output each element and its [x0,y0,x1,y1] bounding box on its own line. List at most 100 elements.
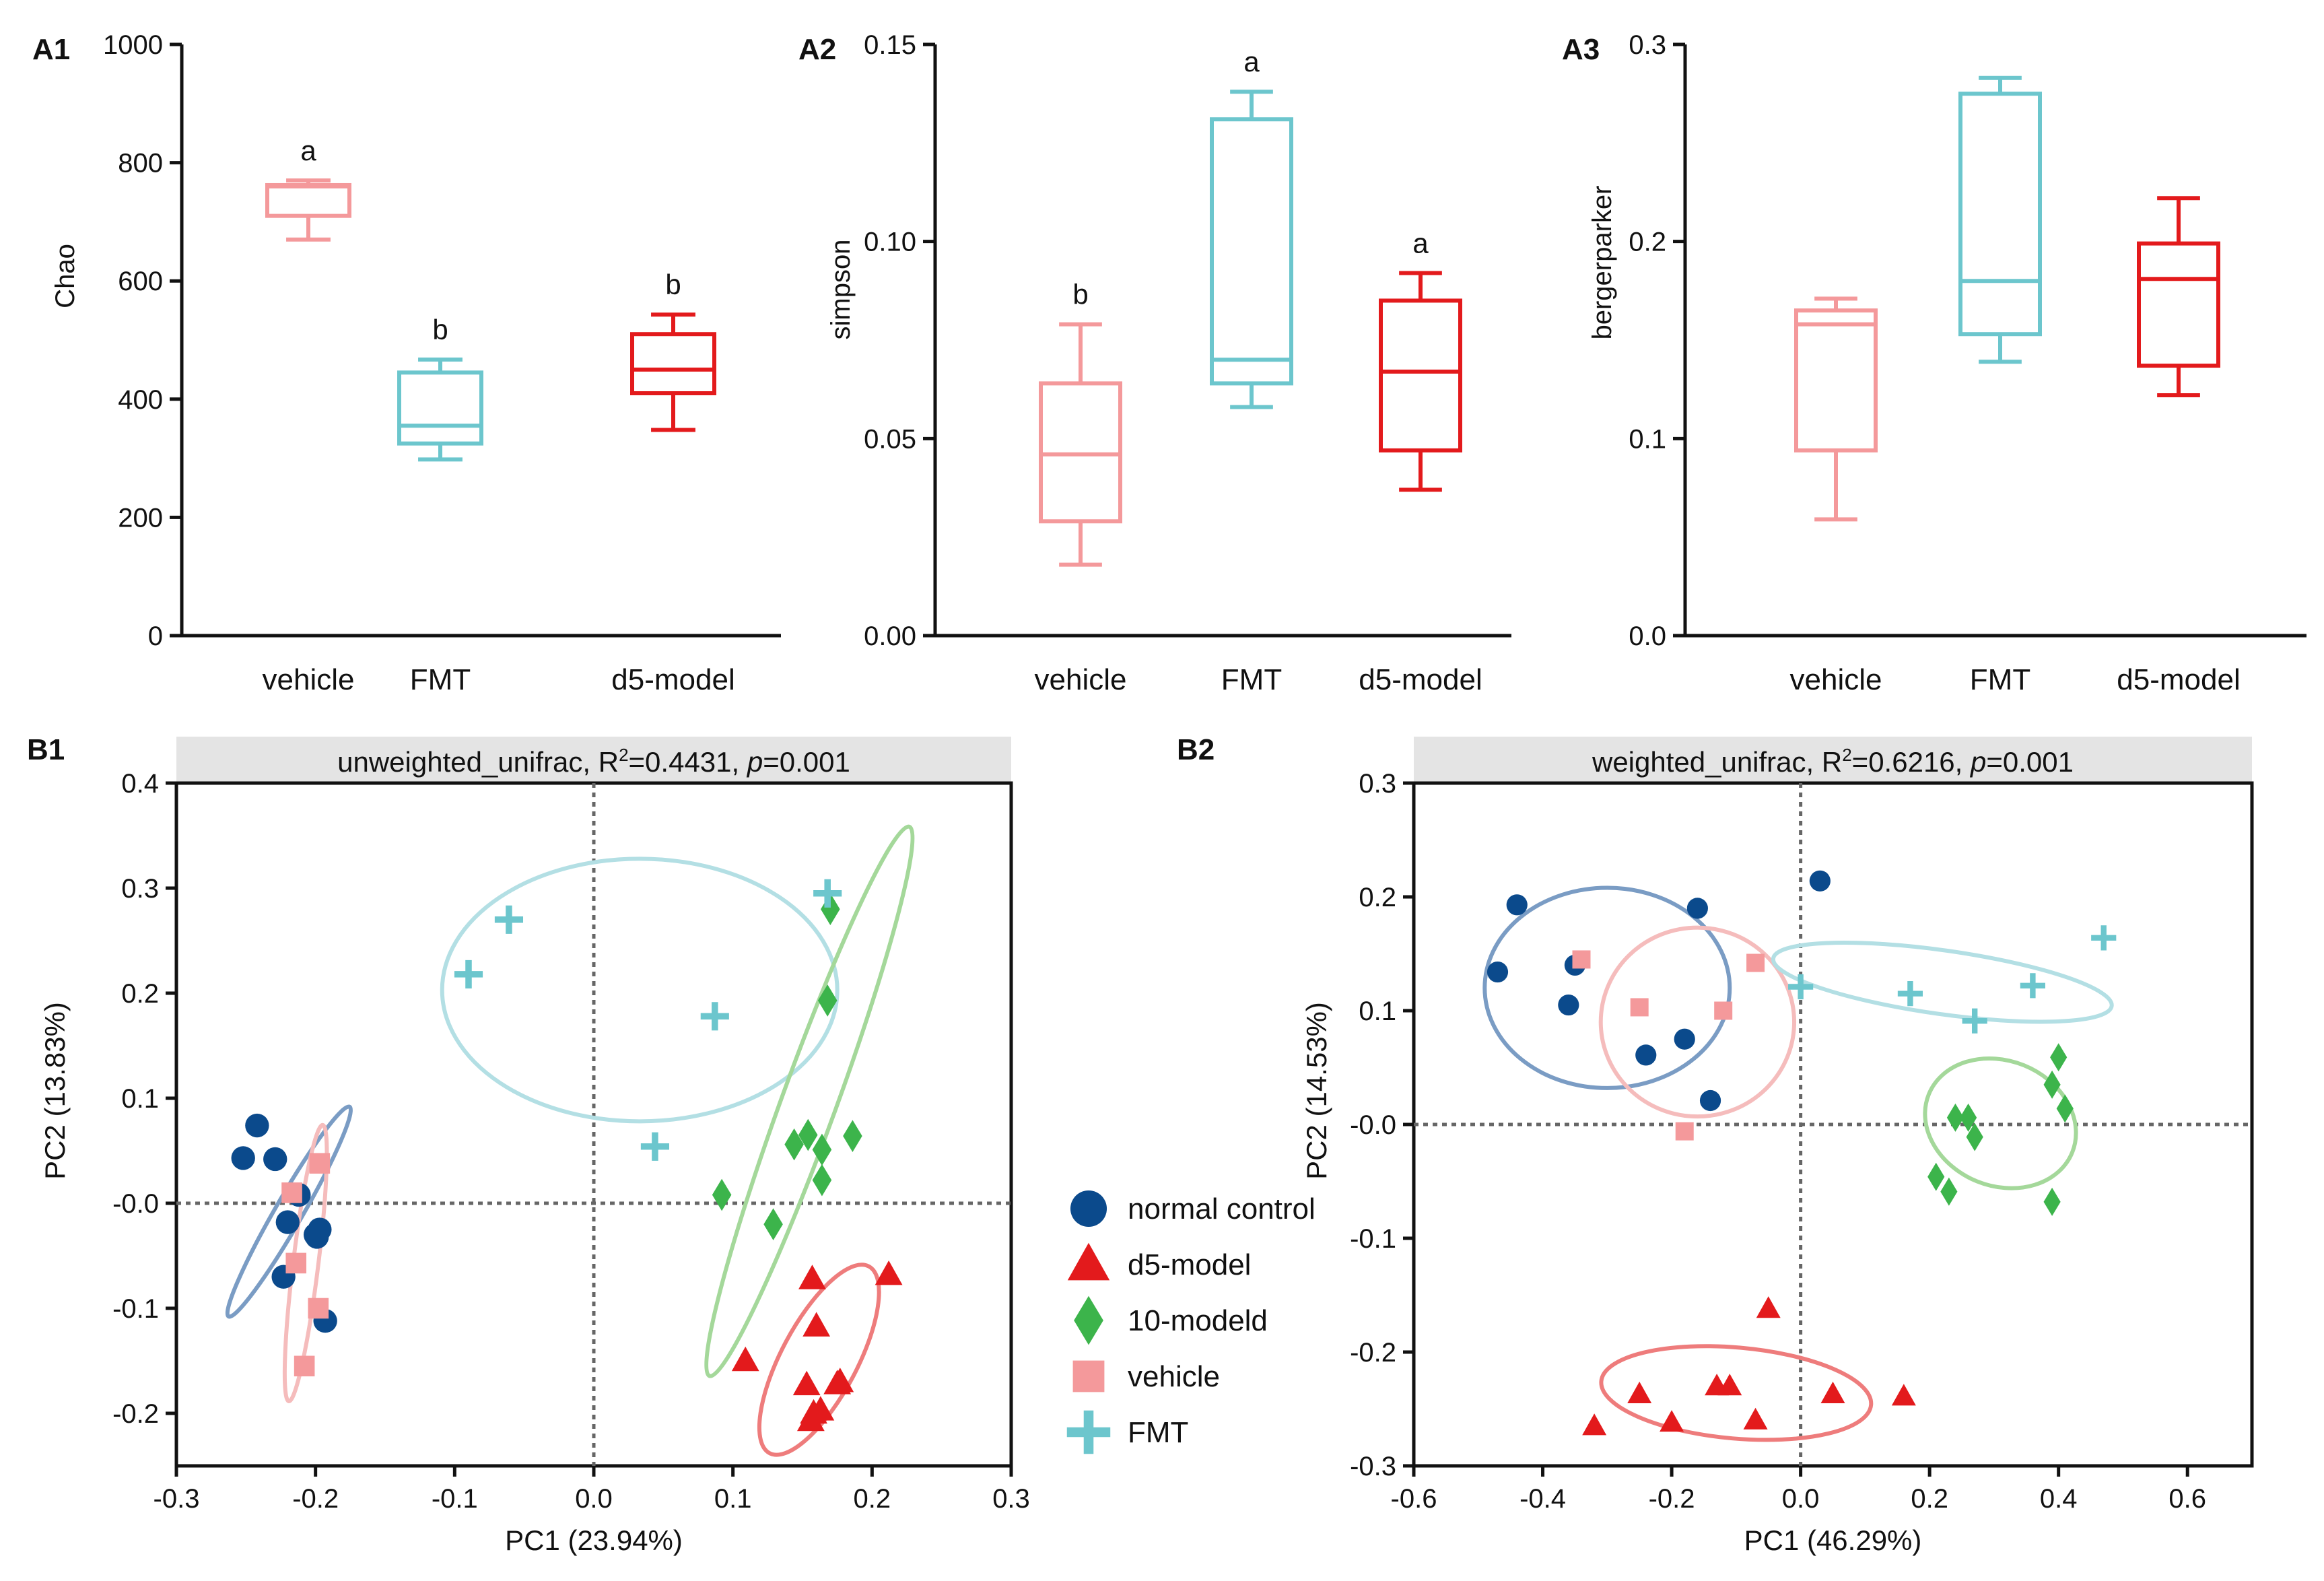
box-vehicle [1039,322,1122,567]
x-tick-label: 0.1 [714,1484,752,1514]
confidence-ellipse-d5-model [757,1263,881,1457]
point-d5-model [1756,1296,1781,1318]
panel-label: B2 [1177,733,1215,766]
box-FMT [1958,75,2042,364]
x-tick-label: FMT [1221,663,1282,696]
x-tick-label: FMT [1970,663,2030,696]
box-iqr [1958,92,2042,337]
point-10-modeld [2043,1187,2061,1216]
point-vehicle [309,1153,331,1174]
y-tick-label: 0.3 [121,874,159,904]
x-tick-label: d5-model [611,663,734,696]
facet-title-part: p [1969,746,1986,778]
confidence-ellipse-d5-model [1599,1344,1874,1442]
x-tick-label: d5-model [1359,663,1482,696]
y-tick-label: -0.0 [112,1189,159,1219]
legend-label: d5-model [1128,1248,1251,1281]
point-vehicle [1714,1001,1733,1020]
y-tick-label: 0.00 [864,621,916,651]
x-tick-label: FMT [410,663,471,696]
panel-a3-box-plot: 0.0 0.1 0.2 0.3 vehicle FMT d5-model A3 bergerpa… [1562,30,2306,696]
point-d5-model [1891,1384,1916,1406]
legend-label: FMT [1128,1416,1188,1449]
point-normal-control [1558,994,1579,1016]
y-tick-label: 0.2 [121,979,159,1009]
confidence-ellipse-vehicle [1598,925,1797,1119]
point-d5-model [797,1406,825,1432]
point-vehicle [1746,953,1765,972]
y-tick-label: -0.1 [112,1294,159,1324]
legend-marker-10-modeld [1074,1296,1103,1345]
facet-title-part: p [746,746,763,778]
panel-b1-pcoa-scatter: unweighted_unifrac, R2=0.4431, p=0.001 -0… [27,733,1030,1556]
point-normal-control [231,1146,255,1170]
y-tick-label: 0.1 [121,1084,159,1114]
point-10-modeld [2043,1070,2061,1099]
y-tick-label: 0.1 [1629,424,1666,454]
legend: normal control d5-model 10-modeld vehicle FM… [1066,1190,1315,1454]
point-d5-model [826,1368,854,1392]
y-tick-label: 0.3 [1629,30,1666,60]
x-tick-label: 0.2 [854,1484,891,1514]
y-tick-label: 400 [118,385,163,415]
x-tick-label: 0.0 [1782,1484,1820,1514]
facet-strip [176,737,1011,783]
y-tick-label: 0.05 [864,424,916,454]
point-10-modeld [2050,1043,2067,1072]
point-10-modeld [1940,1177,1958,1206]
panel-label: A3 [1562,33,1600,66]
confidence-ellipse-10-modeld [704,824,915,1378]
point-10-modeld [712,1178,732,1211]
facet-title-part: 2 [1842,745,1851,765]
facet-title-part: =0.001 [763,746,850,778]
point-vehicle [281,1182,302,1203]
facet-title-part: 2 [619,745,628,765]
point-normal-control [263,1147,287,1172]
point-10-modeld [812,1164,832,1197]
point-vehicle [1675,1122,1694,1141]
point-10-modeld [1927,1162,1945,1191]
x-tick-label: vehicle [1790,663,1882,696]
y-tick-label: -0.2 [112,1399,159,1429]
point-10-modeld [798,1118,818,1151]
x-tick-label: -0.2 [292,1484,339,1514]
point-normal-control [245,1113,269,1138]
y-tick-label: 0.0 [1629,621,1666,651]
y-tick-label: 0.15 [864,30,916,60]
y-tick-label: 800 [118,149,163,178]
box-d5-model [630,312,716,432]
point-d5-model [792,1370,821,1396]
panel-a2-box-plot: 0.00 0.05 0.10 0.15 vehicle FMT d5-model A2 simp… [798,30,1511,696]
panel-b2-pcoa-scatter: weighted_unifrac, R2=0.6216, p=0.001 -0.6… [1177,733,2254,1556]
facet-title-part: unweighted_unifrac, R [337,746,619,778]
x-tick-label: d5-model [2117,663,2240,696]
y-tick-label: -0.2 [1350,1338,1396,1368]
y-axis-title: PC2 (13.83%) [39,1002,71,1180]
point-10-modeld [1960,1103,1977,1132]
y-tick-label: 0.4 [121,769,159,799]
point-vehicle [308,1298,329,1319]
point-d5-model [1627,1381,1652,1404]
box-iqr [265,182,351,218]
confidence-ellipse-FMT [440,856,840,1124]
y-axis-title: simpson [826,240,856,340]
legend-marker-FMT [1066,1410,1111,1454]
x-tick-label: 0.3 [992,1484,1030,1514]
x-tick-label: -0.6 [1391,1484,1437,1514]
point-10-modeld [784,1128,804,1161]
point-normal-control [1699,1089,1721,1112]
point-d5-model [875,1260,903,1285]
point-FMT [640,1132,670,1161]
y-tick-label: 0 [148,621,163,651]
point-d5-model [1660,1410,1684,1432]
point-10-modeld [1966,1122,1983,1151]
point-FMT [1897,981,1923,1007]
legend-label: normal control [1128,1192,1315,1225]
y-tick-label: 600 [118,267,163,296]
x-axis-title: PC1 (23.94%) [505,1524,683,1556]
point-d5-model [1743,1407,1768,1429]
x-tick-label: 0.2 [1911,1484,1948,1514]
point-d5-model [731,1346,759,1372]
x-axis-title: PC1 (46.29%) [1744,1524,1922,1556]
